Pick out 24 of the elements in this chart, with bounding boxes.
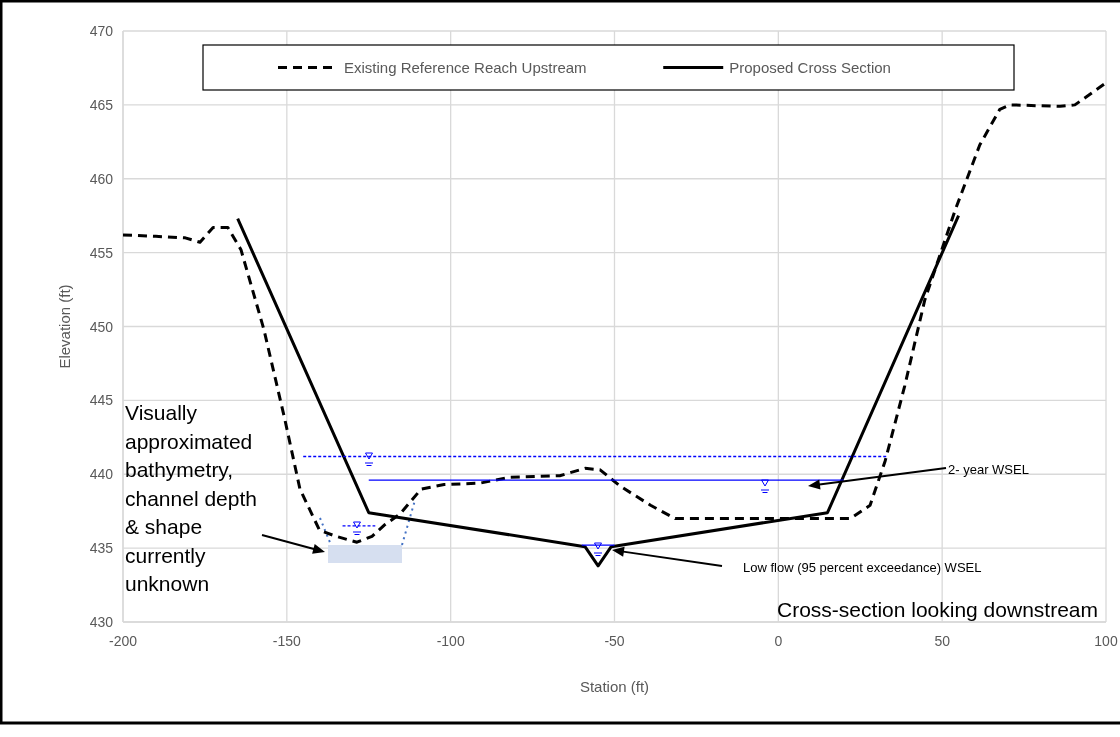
x-tick-label: 100: [1094, 633, 1118, 649]
x-tick-label: 50: [934, 633, 951, 649]
y-axis-title: Elevation (ft): [56, 284, 73, 369]
y-tick-label: 455: [89, 244, 114, 261]
x-tick-label: -150: [272, 633, 302, 649]
x-tick-label: 0: [774, 633, 783, 649]
x-tick-label: -100: [436, 633, 465, 649]
y-tick-label: 450: [89, 318, 114, 335]
y-tick-label: 430: [89, 614, 114, 630]
y-tick-label: 445: [89, 392, 114, 409]
legend-label: Proposed Cross Section: [729, 58, 891, 76]
x-tick-label: -200: [108, 633, 138, 649]
y-tick-label: 465: [89, 96, 114, 113]
x-axis-title: Station (ft): [579, 678, 650, 695]
y-tick-label: 435: [89, 540, 114, 557]
annotation: Low flow (95 percent exceedance) WSEL: [743, 560, 982, 575]
y-tick-label: 440: [89, 466, 114, 483]
annotation: Visually approximated bathymetry, channel depth & shape currently unknown: [125, 401, 257, 595]
y-tick-label: 470: [89, 23, 114, 39]
legend-label: Existing Reference Reach Upstream: [344, 58, 587, 76]
annotation: 2- year WSEL: [948, 462, 1029, 477]
y-tick-label: 460: [89, 170, 114, 187]
annotation: Cross-section looking downstream: [777, 598, 1098, 621]
x-tick-label: -50: [604, 633, 625, 649]
